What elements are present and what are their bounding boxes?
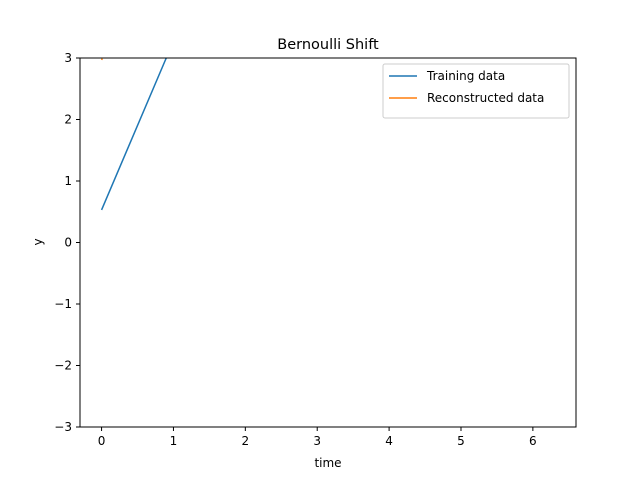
y-tick-label: 3 [64,51,72,65]
x-tick-label: 2 [242,434,250,448]
y-tick-label: −2 [54,359,72,373]
x-axis-label: time [314,456,341,470]
x-tick-label: 1 [170,434,178,448]
series-layer [100,58,167,211]
x-tick-label: 6 [529,434,537,448]
series-line-2 [100,58,103,61]
x-tick-label: 3 [313,434,321,448]
y-tick-label: −3 [54,420,72,434]
x-tick-label: 5 [457,434,465,448]
y-tick-label: 1 [64,174,72,188]
legend-entry-label: Reconstructed data [427,91,544,105]
legend: Training data Reconstructed data [382,63,570,119]
y-tick-label: −1 [54,297,72,311]
legend-entry-label: Training data [426,69,505,83]
y-axis-label: y [31,238,45,245]
x-tick-label: 0 [98,434,106,448]
y-tick-label: 0 [64,236,72,250]
y-tick-label: 2 [64,113,72,127]
x-tick-label: 4 [385,434,393,448]
series-line-1 [100,58,167,211]
ticks-layer: 0 1 2 3 4 5 6 −3 −2 −1 0 1 2 3 [54,51,536,448]
legend-box [382,63,570,119]
chart-title: Bernoulli Shift [277,37,379,53]
